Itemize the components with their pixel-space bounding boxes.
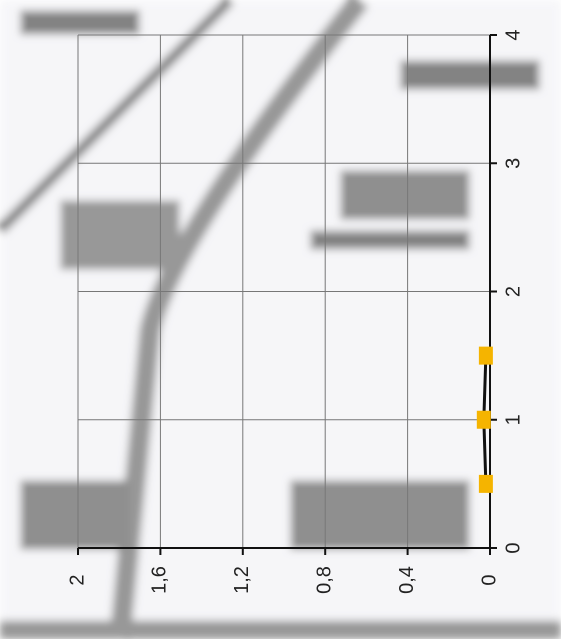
- data-point: [479, 347, 493, 365]
- x-tick-label: 4: [502, 29, 524, 40]
- data-point: [479, 475, 493, 493]
- y-tick-label: 0,8: [313, 566, 335, 594]
- x-tick-label: 3: [502, 158, 524, 169]
- y-tick-label: 1,6: [149, 566, 171, 594]
- x-tick-label: 2: [502, 286, 524, 297]
- y-tick-label: 0,4: [396, 566, 418, 594]
- data-point: [477, 411, 491, 429]
- y-tick-label: 2: [66, 574, 88, 585]
- y-tick-label: 0: [478, 574, 500, 585]
- y-tick-label: 1,2: [231, 566, 253, 594]
- x-tick-label: 1: [502, 414, 524, 425]
- x-tick-label: 0: [502, 542, 524, 553]
- background-image: [0, 0, 561, 639]
- chart: 0 0,4 0,8 1,2 1,6 2 0 1 2 3 4: [0, 0, 561, 639]
